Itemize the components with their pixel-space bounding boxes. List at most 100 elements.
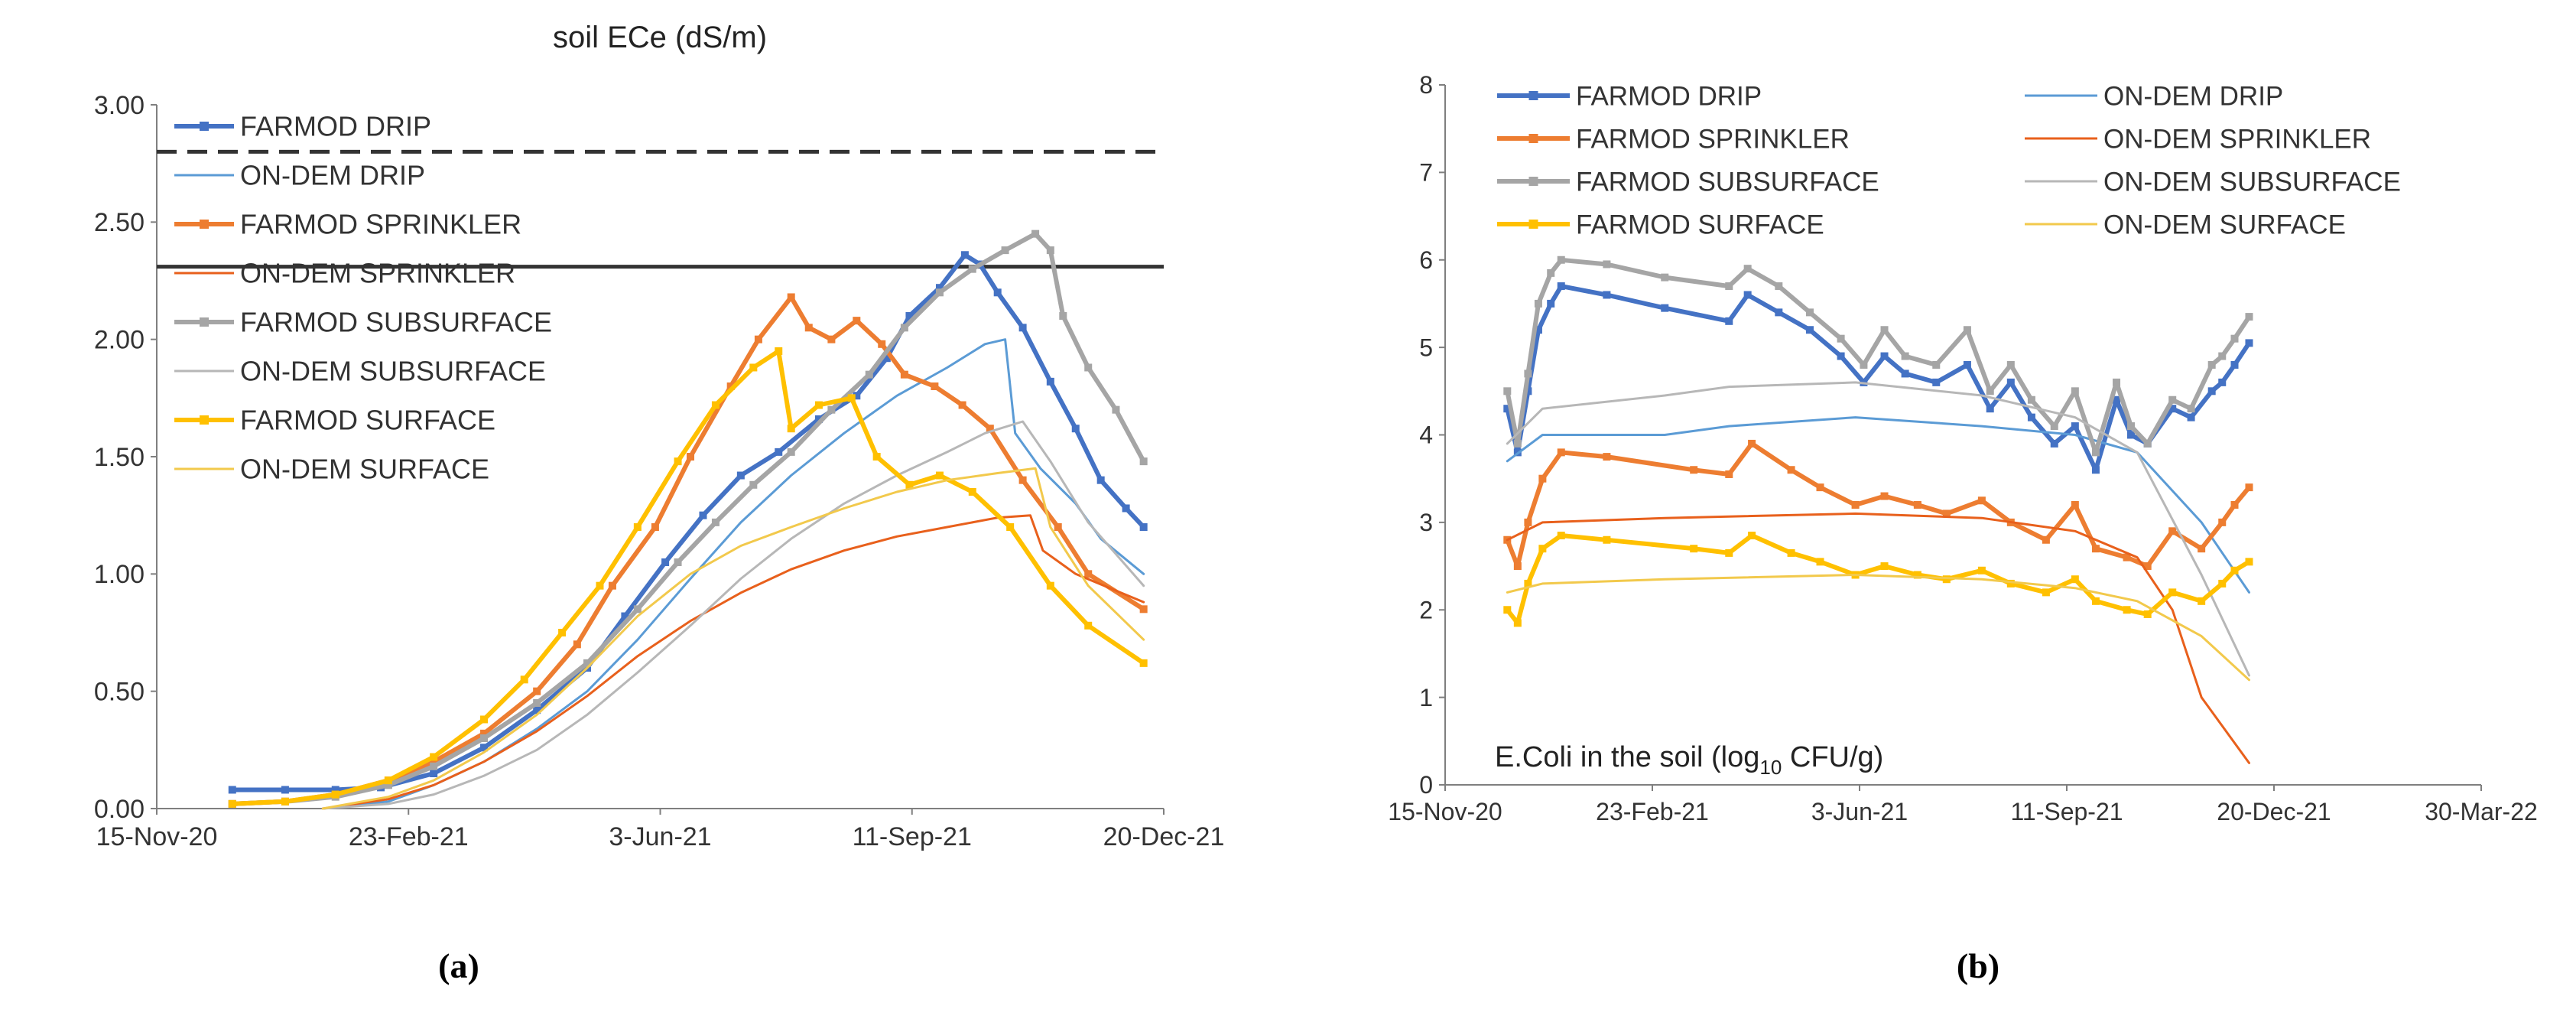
data-point: [573, 640, 581, 649]
data-point: [2027, 395, 2035, 404]
data-point: [1805, 326, 1814, 334]
data-point: [384, 781, 392, 789]
legend-item: FARMOD DRIP: [174, 111, 431, 142]
data-point: [1084, 363, 1093, 372]
data-point: [993, 288, 1002, 297]
data-point: [2050, 422, 2058, 431]
data-point: [814, 415, 823, 423]
data-point: [1603, 291, 1611, 299]
data-point: [608, 581, 616, 590]
data-point: [1603, 535, 1611, 544]
legend-label: ON-DEM SURFACE: [2103, 210, 2346, 239]
y-tick-label-a: 0.50: [94, 678, 145, 707]
series-line: [1506, 512, 2250, 764]
legend-a: FARMOD DRIP ON-DEM DRIP FARMOD SPRINKLER ON…: [174, 111, 552, 485]
data-point: [1932, 361, 1941, 369]
data-point: [872, 453, 881, 461]
legend-label: FARMOD DRIP: [240, 111, 431, 142]
data-point: [2207, 361, 2216, 369]
data-point: [480, 715, 489, 724]
data-point: [1690, 466, 1698, 474]
data-point: [2050, 439, 2058, 448]
data-point: [1603, 453, 1611, 461]
data-point: [2042, 535, 2050, 544]
data-point: [1001, 246, 1009, 255]
data-point: [1534, 326, 1542, 334]
legend-label: ON-DEM SUBSURFACE: [240, 356, 546, 387]
data-point: [986, 425, 994, 433]
data-point: [533, 706, 541, 714]
data-point: [1913, 501, 1921, 509]
data-point: [281, 797, 289, 806]
y-tick-label-b: 6: [1419, 246, 1433, 274]
series-on-dem-surface-a: [321, 467, 1145, 810]
data-point: [687, 453, 695, 461]
data-point: [699, 511, 707, 519]
y-tick-label-b: 1: [1419, 684, 1433, 711]
data-point: [1547, 269, 1555, 277]
legend-marker: [200, 415, 209, 425]
data-point: [384, 776, 392, 785]
legend-marker: [1528, 220, 1538, 229]
data-point: [1603, 260, 1611, 269]
data-point: [480, 744, 489, 752]
data-point: [2245, 313, 2253, 321]
data-point: [2071, 575, 2079, 584]
data-point: [1851, 501, 1860, 509]
legend-item: ON-DEM DRIP: [2025, 81, 2283, 111]
series-line: [229, 295, 1146, 806]
data-point: [1725, 548, 1733, 557]
data-point: [1816, 558, 1824, 566]
data-point: [749, 363, 758, 372]
data-point: [931, 382, 939, 390]
data-point: [935, 471, 944, 480]
legend-label: ON-DEM SPRINKLER: [2103, 124, 2371, 154]
y-tick-label-a: 1.50: [94, 443, 145, 472]
y-tick-label-b: 7: [1419, 159, 1433, 187]
series-on-dem-surface-b: [1506, 574, 2250, 682]
data-point: [2230, 566, 2239, 574]
data-point: [1743, 265, 1752, 273]
data-point: [2006, 378, 2015, 386]
legend-label: ON-DEM DRIP: [240, 160, 425, 191]
data-point: [726, 382, 735, 390]
data-point: [1787, 466, 1795, 474]
data-point: [1054, 523, 1062, 531]
data-point: [2091, 466, 2100, 474]
data-point: [1986, 405, 1994, 413]
data-point: [1524, 369, 1532, 378]
x-tick-label-b: 20-Dec-21: [2217, 798, 2331, 825]
data-point: [736, 471, 745, 480]
legend-item: FARMOD SUBSURFACE: [1497, 167, 1879, 197]
data-point: [1139, 457, 1148, 466]
chart-a: soil ECe (dS/m) 0.00 0.50 1.00 1.50 2.00 2.50 3…: [94, 21, 1225, 851]
data-point: [1096, 476, 1105, 484]
data-point: [1661, 273, 1669, 282]
data-point: [1880, 352, 1889, 360]
data-point: [827, 405, 836, 414]
data-point: [621, 612, 629, 620]
legend-item: FARMOD SPRINKLER: [174, 209, 521, 240]
data-point: [2071, 387, 2079, 395]
data-point: [775, 448, 783, 456]
data-point: [1725, 317, 1733, 325]
legend-item: FARMOD SUBSURFACE: [174, 307, 552, 338]
panel-label-a: (a): [438, 946, 479, 985]
data-point: [787, 293, 795, 301]
data-point: [2198, 597, 2206, 605]
data-point: [480, 729, 489, 737]
series-line: [1506, 416, 2250, 594]
data-point: [905, 480, 914, 489]
data-point: [1547, 299, 1555, 308]
data-point: [633, 605, 642, 614]
data-point: [558, 629, 567, 636]
data-point: [2187, 405, 2195, 413]
legend-item: ON-DEM SUBSURFACE: [174, 356, 546, 387]
series-on-dem-sprinkler-a: [321, 514, 1145, 810]
data-point: [2071, 501, 2079, 509]
y-tick-label-b: 8: [1419, 71, 1433, 99]
series-line: [321, 514, 1145, 810]
legend-label: FARMOD SURFACE: [240, 405, 495, 436]
legend-item: ON-DEM SPRINKLER: [174, 258, 515, 289]
